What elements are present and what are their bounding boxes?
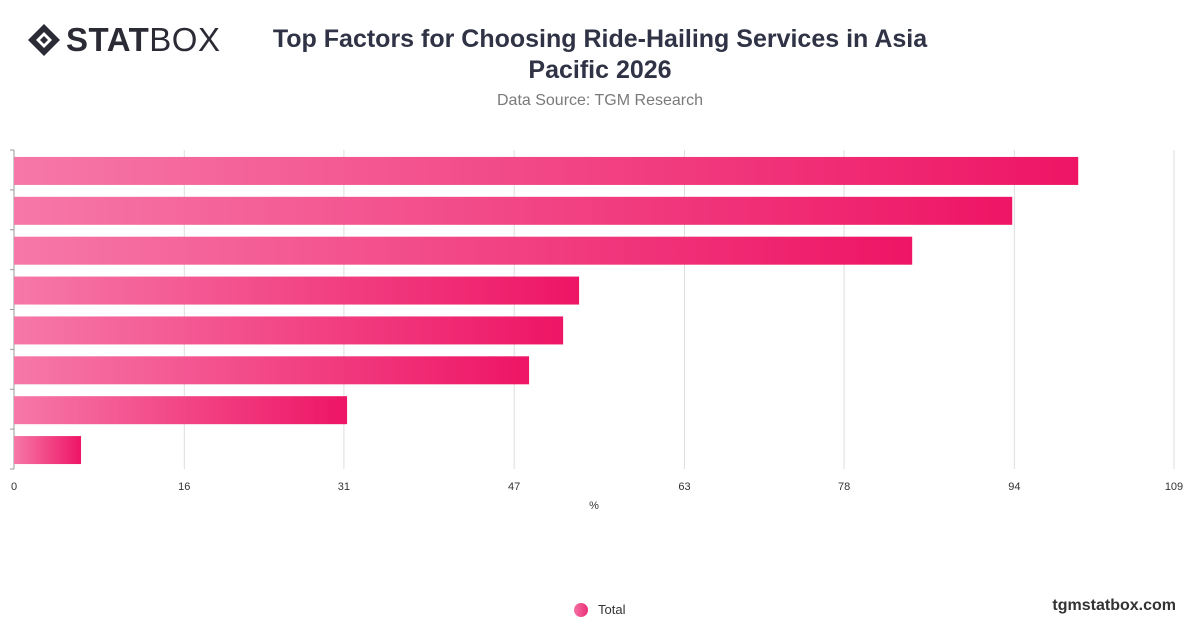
x-tick-label: 0 — [11, 481, 17, 493]
legend-swatch — [574, 602, 588, 617]
chart-legend[interactable]: Total — [574, 602, 625, 617]
x-tick-label: 63 — [678, 481, 690, 493]
x-tick-label: 109 — [1165, 481, 1183, 493]
x-tick-label: 31 — [338, 481, 350, 493]
bar[interactable] — [14, 316, 564, 345]
bar[interactable] — [14, 156, 1079, 185]
chart-subtitle: Data Source: TGM Research — [496, 92, 703, 109]
x-tick-label: 78 — [838, 481, 850, 493]
bar[interactable] — [14, 356, 530, 385]
legend-label-total: Total — [598, 602, 626, 617]
bar[interactable] — [14, 396, 348, 425]
diamond-logo-icon — [28, 24, 60, 56]
brand-footer: tgmstatbox.com — [1052, 597, 1176, 614]
statbox-logo: STATBOX — [26, 22, 220, 58]
bar[interactable] — [14, 276, 580, 305]
x-tick-label: 47 — [508, 481, 520, 493]
bar[interactable] — [14, 236, 913, 265]
logo-wordmark: STATBOX — [66, 21, 221, 58]
x-tick-label: 16 — [178, 481, 190, 493]
bar[interactable] — [14, 196, 1013, 225]
x-axis-label: % — [589, 500, 599, 512]
x-tick-label: 94 — [1008, 481, 1020, 493]
chart-title: Top Factors for Choosing Ride-Hailing Se… — [272, 25, 928, 84]
bar[interactable] — [14, 436, 82, 465]
